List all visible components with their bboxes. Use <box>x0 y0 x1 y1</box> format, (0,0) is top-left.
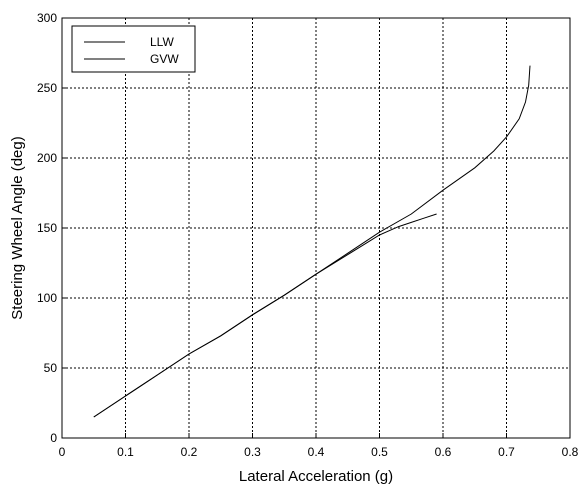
x-tick-label: 0.3 <box>244 445 261 459</box>
legend: LLW GVW <box>71 25 196 73</box>
y-tick-label: 300 <box>37 11 57 25</box>
y-axis-title: Steering Wheel Angle (deg) <box>9 136 26 319</box>
y-tick-label: 250 <box>37 81 57 95</box>
x-tick-label: 0.1 <box>117 445 134 459</box>
series-line-llw <box>93 65 531 418</box>
x-tick-label: 0.5 <box>371 445 388 459</box>
legend-label-gvw: GVW <box>150 52 179 66</box>
x-tick-label: 0 <box>59 445 66 459</box>
tick-layer: 0 0.1 0.2 0.3 0.4 0.5 0.6 0.7 0.8 0 50 100 150 200 250… <box>37 11 579 459</box>
legend-box <box>71 25 196 73</box>
grid-layer <box>62 18 570 438</box>
series-layer <box>93 65 531 418</box>
y-tick-label: 200 <box>37 151 57 165</box>
x-tick-label: 0.7 <box>498 445 515 459</box>
y-tick-label: 0 <box>50 431 57 445</box>
x-tick-label: 0.4 <box>308 445 325 459</box>
x-axis-title: Lateral Acceleration (g) <box>239 468 393 485</box>
legend-label-llw: LLW <box>150 35 174 49</box>
y-tick-label: 150 <box>37 221 57 235</box>
x-tick-label: 0.2 <box>181 445 198 459</box>
y-tick-label: 50 <box>44 361 58 375</box>
x-tick-label: 0.6 <box>435 445 452 459</box>
y-tick-label: 100 <box>37 291 57 305</box>
x-tick-label: 0.8 <box>562 445 579 459</box>
series-line-gvw <box>93 213 437 418</box>
